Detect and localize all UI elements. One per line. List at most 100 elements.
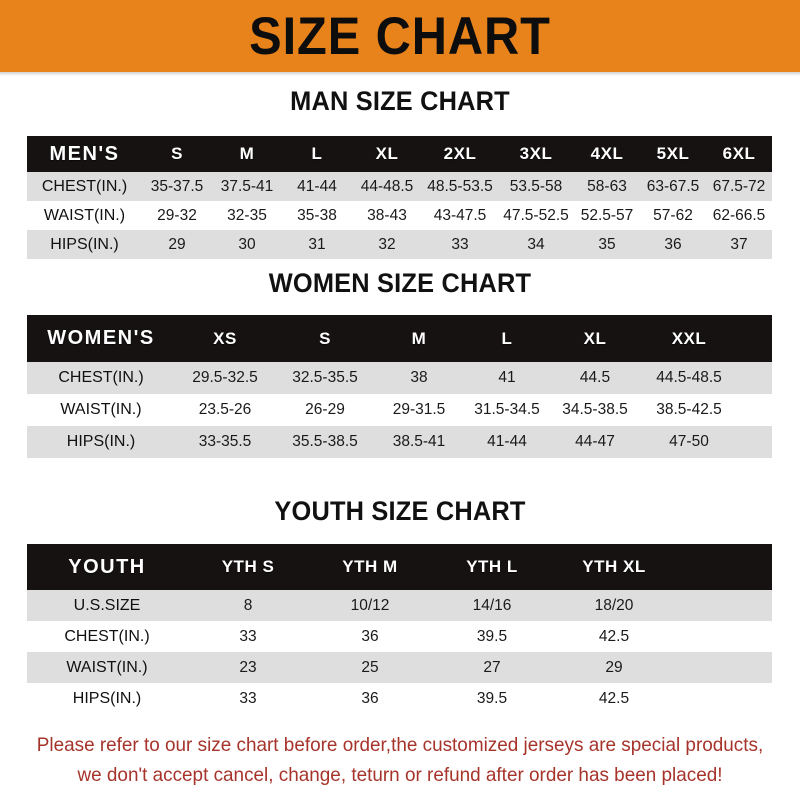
men-col-header: S [171, 144, 183, 163]
men-cell: 33 [451, 235, 469, 253]
youth-cell: 10/12 [350, 596, 390, 614]
women-col-header: M [411, 328, 427, 348]
women-cell: 33-35.5 [198, 433, 252, 450]
women-section-title: WOMEN SIZE CHART [268, 268, 532, 298]
table-row: CHEST(IN.) 35-37.5 37.5-41 41-44 44-48.5… [27, 172, 772, 201]
women-cell: 38 [410, 369, 428, 386]
men-cell: 31 [308, 235, 326, 253]
men-size-table: MEN'S S M L XL 2XL 3XL 4XL 5XL 6XL CHEST… [27, 136, 772, 259]
youth-row-label: WAIST(IN.) [66, 658, 148, 676]
men-cell: 34 [527, 235, 545, 253]
men-col-header: L [311, 144, 323, 163]
youth-row-label: CHEST(IN.) [64, 627, 150, 645]
youth-cell: 29 [605, 658, 623, 676]
women-cell: 38.5-41 [392, 433, 446, 450]
women-row-label: HIPS(IN.) [66, 433, 136, 450]
women-col-header: XS [213, 328, 237, 348]
youth-cell-spacer [675, 590, 772, 621]
men-row-label: CHEST(IN.) [41, 177, 128, 195]
men-col-header: 6XL [722, 144, 756, 163]
footer-disclaimer: Please refer to our size chart before or… [12, 730, 788, 790]
table-row: HIPS(IN.) 33-35.5 35.5-38.5 38.5-41 41-4… [27, 426, 772, 458]
youth-header-label: YOUTH [68, 555, 146, 578]
women-cell: 34.5-38.5 [562, 401, 628, 418]
women-col-header: S [319, 328, 331, 348]
men-col-header: XL [375, 144, 399, 163]
women-row-label: WAIST(IN.) [60, 401, 142, 418]
youth-cell: 39.5 [476, 689, 508, 707]
women-header-row: WOMEN'S XS S M L XL XXL [27, 315, 772, 362]
footer-line-1: Please refer to our size chart before or… [36, 734, 764, 756]
men-cell: 52.5-57 [580, 206, 634, 224]
youth-size-table: YOUTH YTH S YTH M YTH L YTH XL U.S.SIZE … [27, 544, 772, 714]
footer-line-2: we don't accept cancel, change, teturn o… [77, 764, 723, 786]
men-cell: 36 [664, 235, 682, 253]
men-cell: 43-47.5 [433, 206, 487, 224]
women-cell-spacer [739, 394, 772, 426]
youth-row-label: HIPS(IN.) [72, 689, 142, 707]
men-col-header: M [239, 144, 255, 163]
youth-cell: 14/16 [472, 596, 512, 614]
men-cell: 67.5-72 [712, 177, 766, 195]
men-cell: 41-44 [297, 177, 337, 195]
women-cell: 38.5-42.5 [656, 401, 722, 418]
youth-cell-spacer [675, 621, 772, 652]
women-cell: 47-50 [669, 433, 709, 450]
women-cell: 44-47 [575, 433, 615, 450]
men-cell: 38-43 [367, 206, 407, 224]
men-cell: 63-67.5 [646, 177, 700, 195]
women-cell: 41 [498, 369, 516, 386]
youth-cell-spacer [675, 683, 772, 714]
women-col-header: L [501, 328, 513, 348]
youth-cell: 42.5 [598, 689, 630, 707]
table-row: WAIST(IN.) 23.5-26 26-29 29-31.5 31.5-34… [27, 394, 772, 426]
men-header-label: MEN'S [49, 142, 120, 165]
table-row: CHEST(IN.) 29.5-32.5 32.5-35.5 38 41 44.… [27, 362, 772, 394]
youth-header-row: YOUTH YTH S YTH M YTH L YTH XL [27, 544, 772, 590]
table-row: HIPS(IN.) 33 36 39.5 42.5 [27, 683, 772, 714]
youth-cell: 23 [239, 658, 257, 676]
men-cell: 35 [598, 235, 616, 253]
women-cell: 29.5-32.5 [192, 369, 258, 386]
youth-col-header: YTH S [221, 557, 275, 576]
women-cell: 29-31.5 [392, 401, 446, 418]
youth-col-header: YTH M [342, 557, 398, 576]
men-col-header: 5XL [656, 144, 690, 163]
men-cell: 30 [238, 235, 256, 253]
men-cell: 37 [730, 235, 748, 253]
men-cell: 47.5-52.5 [503, 206, 569, 224]
women-cell: 41-44 [487, 433, 527, 450]
men-col-header: 3XL [519, 144, 553, 163]
youth-cell: 8 [243, 596, 253, 614]
men-cell: 32-35 [227, 206, 267, 224]
women-col-header: XL [583, 328, 607, 348]
banner-shadow [0, 72, 800, 76]
women-cell: 31.5-34.5 [474, 401, 540, 418]
men-cell: 37.5-41 [220, 177, 274, 195]
men-cell: 35-37.5 [150, 177, 204, 195]
men-row-label: WAIST(IN.) [43, 206, 126, 224]
table-row: U.S.SIZE 8 10/12 14/16 18/20 [27, 590, 772, 621]
header-banner: SIZE CHART [0, 0, 800, 72]
youth-cell: 42.5 [598, 627, 630, 645]
banner-title: SIZE CHART [249, 6, 551, 66]
women-cell: 44.5-48.5 [656, 369, 722, 386]
men-cell: 29-32 [157, 206, 197, 224]
youth-col-header: YTH XL [582, 557, 646, 576]
youth-cell: 25 [361, 658, 379, 676]
table-row: HIPS(IN.) 29 30 31 32 33 34 35 36 37 [27, 230, 772, 259]
women-size-table: WOMEN'S XS S M L XL XXL CHEST(IN.) 29.5-… [27, 315, 772, 458]
youth-cell: 33 [239, 689, 257, 707]
youth-cell: 33 [239, 627, 257, 645]
youth-cell: 36 [361, 689, 379, 707]
men-cell: 62-66.5 [712, 206, 766, 224]
men-cell: 29 [168, 235, 186, 253]
youth-section-title: YOUTH SIZE CHART [274, 496, 526, 526]
table-row: CHEST(IN.) 33 36 39.5 42.5 [27, 621, 772, 652]
men-cell: 58-63 [587, 177, 627, 195]
women-header-spacer [739, 315, 772, 362]
men-cell: 44-48.5 [360, 177, 414, 195]
women-cell-spacer [739, 426, 772, 458]
youth-cell: 18/20 [594, 596, 634, 614]
